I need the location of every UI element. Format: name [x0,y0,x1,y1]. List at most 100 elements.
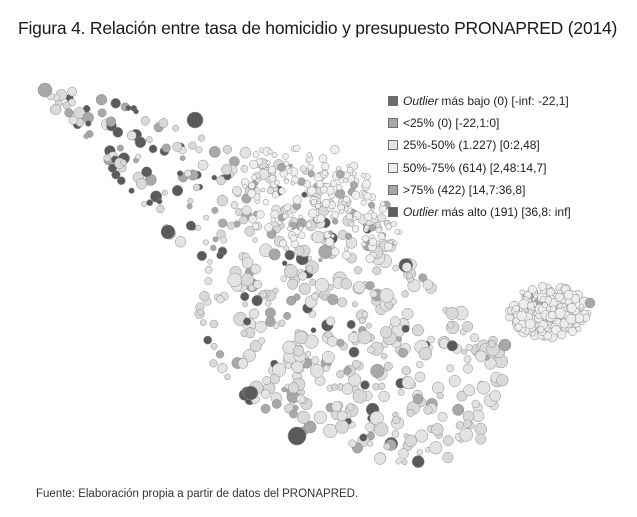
municipality-bubble [158,118,169,128]
municipality-bubble [239,146,252,159]
municipality-bubble [307,170,315,178]
municipality-bubble [546,288,555,297]
municipality-bubble [566,303,577,313]
municipality-bubble [252,237,258,243]
municipality-bubble [321,293,328,300]
municipality-bubble [260,187,266,193]
municipality-bubble [344,246,350,252]
municipality-bubble [296,394,306,404]
municipality-bubble [541,302,548,309]
municipality-bubble [278,187,286,195]
municipality-bubble [287,426,307,446]
municipality-bubble [398,347,408,358]
municipality-bubble [321,169,329,177]
municipality-bubble [344,232,353,240]
municipality-bubble [261,389,271,399]
municipality-bubble [484,357,497,370]
municipality-bubble [320,186,328,194]
municipality-bubble [215,350,225,359]
legend-swatch [388,140,398,151]
municipality-bubble [519,289,526,295]
municipality-bubble [314,277,330,293]
municipality-bubble [379,288,394,303]
municipality-bubble [321,350,335,364]
municipality-bubble [336,370,345,379]
municipality-bubble [160,224,176,240]
municipality-bubble [357,330,372,345]
municipality-bubble [367,346,375,354]
municipality-bubble [204,265,213,274]
municipality-bubble [348,332,360,343]
municipality-bubble [512,317,520,325]
municipality-bubble [489,390,502,402]
municipality-bubble [249,340,262,352]
municipality-bubble [243,317,252,326]
municipality-bubble [247,189,257,198]
municipality-bubble [283,264,298,279]
municipality-bubble [301,191,308,198]
map-legend: Outlier más bajo (0) [-inf: -22,1] <25% … [388,90,571,223]
legend-label: 25%-50% (1.227) [0:2,48] [403,138,540,153]
municipality-bubble [282,153,289,160]
municipality-bubble [274,179,280,186]
legend-item-q3: 50%-75% (614) [2,48:14,7] [388,157,571,179]
municipality-bubble [352,359,361,369]
municipality-bubble [211,174,218,181]
municipality-bubble [306,152,313,158]
municipality-bubble [462,320,474,332]
municipality-bubble [343,178,349,183]
municipality-bubble [411,324,424,337]
municipality-bubble [422,279,433,290]
municipality-bubble [397,389,405,396]
municipality-bubble [267,149,273,155]
municipality-bubble [336,338,345,347]
municipality-bubble [328,230,333,235]
municipality-bubble [461,348,468,355]
municipality-bubble [195,146,203,154]
municipality-bubble [318,257,323,263]
municipality-bubble [351,190,361,200]
municipality-bubble [337,410,348,422]
municipality-bubble [474,422,488,436]
municipality-bubble [244,226,255,237]
municipality-bubble [284,249,295,261]
municipality-bubble [383,361,393,371]
municipality-bubble [330,145,340,155]
municipality-bubble [383,242,393,252]
municipality-bubble [343,366,352,375]
municipality-bubble [360,172,366,179]
municipality-bubble [436,392,444,400]
municipality-bubble [415,429,429,443]
municipality-bubble [528,284,537,294]
municipality-bubble [196,250,207,261]
municipality-bubble [83,133,90,139]
municipality-bubble [343,195,351,203]
municipality-bubble [452,403,465,416]
municipality-bubble [174,236,187,248]
municipality-bubble [393,240,398,246]
municipality-bubble [185,220,196,231]
municipality-bubble [252,151,260,158]
municipality-bubble [283,178,289,184]
municipality-bubble [476,381,491,395]
municipality-bubble [369,289,378,298]
municipality-bubble [431,423,444,436]
legend-swatch [388,96,398,107]
municipality-bubble [145,136,153,144]
municipality-bubble [563,290,574,300]
municipality-bubble [37,82,53,98]
municipality-bubble [293,345,305,357]
municipality-bubble [103,154,112,162]
municipality-bubble [346,403,355,412]
municipality-bubble [289,409,298,419]
municipality-bubble [365,254,375,264]
municipality-bubble [530,331,536,337]
municipality-bubble [313,410,327,424]
municipality-bubble [271,152,278,158]
municipality-bubble [475,350,487,362]
municipality-bubble [249,159,259,169]
municipality-bubble [352,215,358,221]
municipality-bubble [305,221,313,228]
municipality-bubble [446,364,455,373]
municipality-bubble [385,223,392,230]
